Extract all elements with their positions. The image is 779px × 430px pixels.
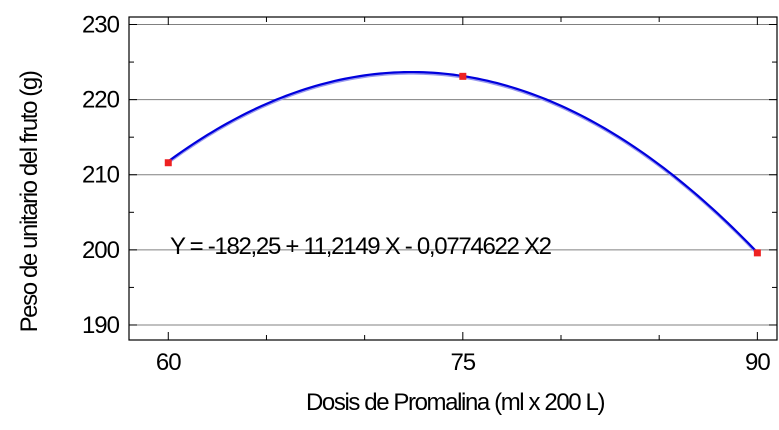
frame-layer [128,16,778,341]
tick-layer: 60 75 90 190 200 210 220 230 [82,12,777,376]
x-axis-label: Dosis de Promalina (ml x 200 L) [306,389,604,416]
data-point [459,72,467,80]
equation-annotation: Y = -182,25 + 11,2149 X - 0,0774622 X2 [170,233,552,260]
y-tick-label: 200 [82,237,120,264]
y-tick-label: 230 [82,12,120,39]
y-axis-label: Peso de unitario del fruto (g) [16,71,43,332]
y-tick-label: 190 [82,312,120,339]
plot-frame [128,16,778,341]
fit-curve [167,70,759,254]
x-tick-label: 75 [450,349,475,376]
x-tick-label: 60 [156,349,181,376]
point-layer [164,72,761,257]
x-tick-label: 90 [745,349,770,376]
y-tick-label: 220 [82,87,120,114]
fit-curve-shadow [167,72,759,255]
data-point [164,159,172,167]
data-point [753,249,761,257]
grid-layer [129,24,777,326]
y-tick-label: 210 [82,162,120,189]
